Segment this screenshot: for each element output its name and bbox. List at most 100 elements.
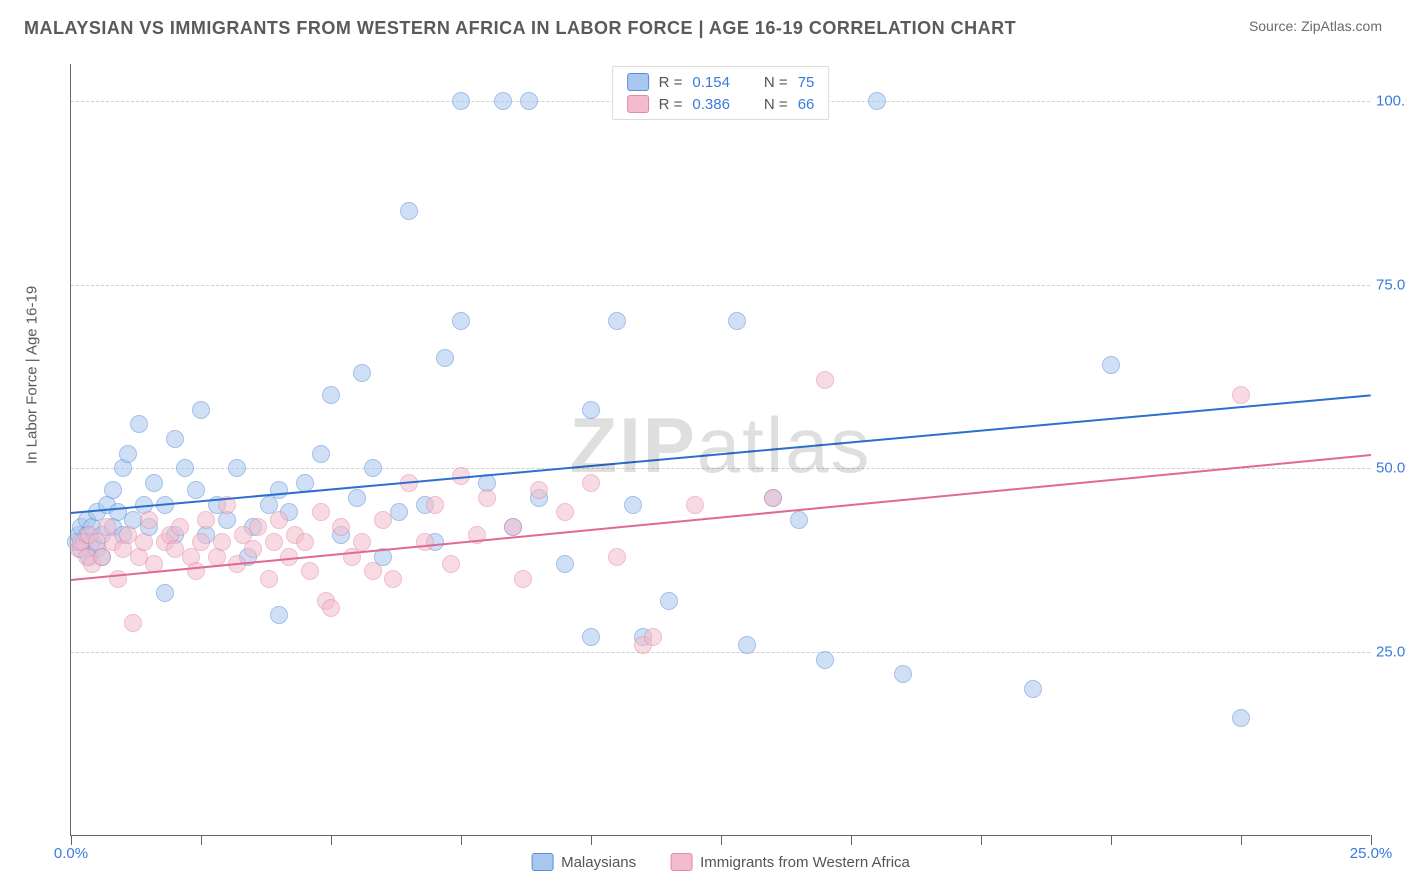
scatter-point xyxy=(145,474,163,492)
stats-row-1: R = 0.154 N = 75 xyxy=(613,71,829,93)
scatter-point xyxy=(416,533,434,551)
legend-item-1: Malaysians xyxy=(531,853,636,871)
scatter-point xyxy=(364,562,382,580)
x-tick xyxy=(331,835,332,845)
scatter-point xyxy=(582,474,600,492)
scatter-point xyxy=(426,496,444,514)
x-tick xyxy=(71,835,72,845)
scatter-point xyxy=(790,511,808,529)
legend-item-2: Immigrants from Western Africa xyxy=(670,853,910,871)
scatter-point xyxy=(608,312,626,330)
x-tick xyxy=(1241,835,1242,845)
scatter-point xyxy=(384,570,402,588)
n-value-1: 75 xyxy=(798,74,815,91)
scatter-point xyxy=(400,202,418,220)
scatter-point xyxy=(140,511,158,529)
scatter-point xyxy=(816,371,834,389)
x-tick xyxy=(591,835,592,845)
plot-area: ZIPatlas R = 0.154 N = 75 R = 0.386 N = … xyxy=(70,64,1370,836)
x-tick xyxy=(1111,835,1112,845)
chart-title: MALAYSIAN VS IMMIGRANTS FROM WESTERN AFR… xyxy=(24,18,1016,39)
scatter-point xyxy=(322,599,340,617)
x-tick xyxy=(201,835,202,845)
scatter-point xyxy=(187,562,205,580)
scatter-point xyxy=(312,445,330,463)
gridline-h xyxy=(71,285,1370,286)
scatter-point xyxy=(270,606,288,624)
swatch-series-2 xyxy=(670,853,692,871)
scatter-point xyxy=(109,570,127,588)
scatter-point xyxy=(530,481,548,499)
scatter-point xyxy=(296,533,314,551)
scatter-point xyxy=(738,636,756,654)
scatter-point xyxy=(104,481,122,499)
scatter-point xyxy=(176,459,194,477)
scatter-point xyxy=(270,511,288,529)
scatter-point xyxy=(514,570,532,588)
scatter-point xyxy=(322,386,340,404)
scatter-point xyxy=(348,489,366,507)
scatter-point xyxy=(332,518,350,536)
n-label: N = xyxy=(764,74,788,91)
scatter-point xyxy=(301,562,319,580)
scatter-point xyxy=(1102,356,1120,374)
scatter-point xyxy=(171,518,189,536)
y-tick-label: 50.0% xyxy=(1376,460,1406,477)
scatter-point xyxy=(374,511,392,529)
scatter-point xyxy=(187,481,205,499)
y-tick-label: 100.0% xyxy=(1376,92,1406,109)
scatter-point xyxy=(1232,386,1250,404)
scatter-point xyxy=(192,533,210,551)
scatter-point xyxy=(353,533,371,551)
scatter-point xyxy=(119,445,137,463)
stats-legend: R = 0.154 N = 75 R = 0.386 N = 66 xyxy=(612,66,830,120)
swatch-series-1 xyxy=(531,853,553,871)
legend-label-1: Malaysians xyxy=(561,854,636,871)
scatter-point xyxy=(244,540,262,558)
scatter-point xyxy=(494,92,512,110)
y-tick-label: 75.0% xyxy=(1376,276,1406,293)
y-axis-title: In Labor Force | Age 16-19 xyxy=(24,286,41,464)
n-value-2: 66 xyxy=(798,96,815,113)
trend-line xyxy=(71,454,1371,581)
scatter-point xyxy=(166,430,184,448)
gridline-h xyxy=(71,468,1370,469)
scatter-point xyxy=(452,92,470,110)
r-value-1: 0.154 xyxy=(692,74,730,91)
scatter-point xyxy=(728,312,746,330)
scatter-point xyxy=(135,533,153,551)
x-tick xyxy=(721,835,722,845)
scatter-point xyxy=(868,92,886,110)
scatter-point xyxy=(192,401,210,419)
scatter-point xyxy=(504,518,522,536)
y-tick-label: 25.0% xyxy=(1376,644,1406,661)
swatch-series-2 xyxy=(627,95,649,113)
scatter-point xyxy=(582,401,600,419)
x-tick xyxy=(461,835,462,845)
scatter-point xyxy=(312,503,330,521)
series-legend: Malaysians Immigrants from Western Afric… xyxy=(531,853,910,871)
scatter-point xyxy=(156,584,174,602)
scatter-point xyxy=(442,555,460,573)
scatter-point xyxy=(624,496,642,514)
scatter-point xyxy=(130,415,148,433)
n-label: N = xyxy=(764,96,788,113)
swatch-series-1 xyxy=(627,73,649,91)
x-tick-label: 0.0% xyxy=(54,845,88,862)
scatter-point xyxy=(436,349,454,367)
scatter-point xyxy=(660,592,678,610)
scatter-point xyxy=(1232,709,1250,727)
gridline-h xyxy=(71,652,1370,653)
scatter-point xyxy=(556,503,574,521)
scatter-point xyxy=(1024,680,1042,698)
scatter-point xyxy=(390,503,408,521)
r-label: R = xyxy=(659,96,683,113)
scatter-point xyxy=(228,459,246,477)
scatter-point xyxy=(894,665,912,683)
scatter-point xyxy=(686,496,704,514)
r-label: R = xyxy=(659,74,683,91)
scatter-point xyxy=(644,628,662,646)
scatter-point xyxy=(353,364,371,382)
scatter-point xyxy=(452,312,470,330)
x-tick-label: 25.0% xyxy=(1350,845,1393,862)
